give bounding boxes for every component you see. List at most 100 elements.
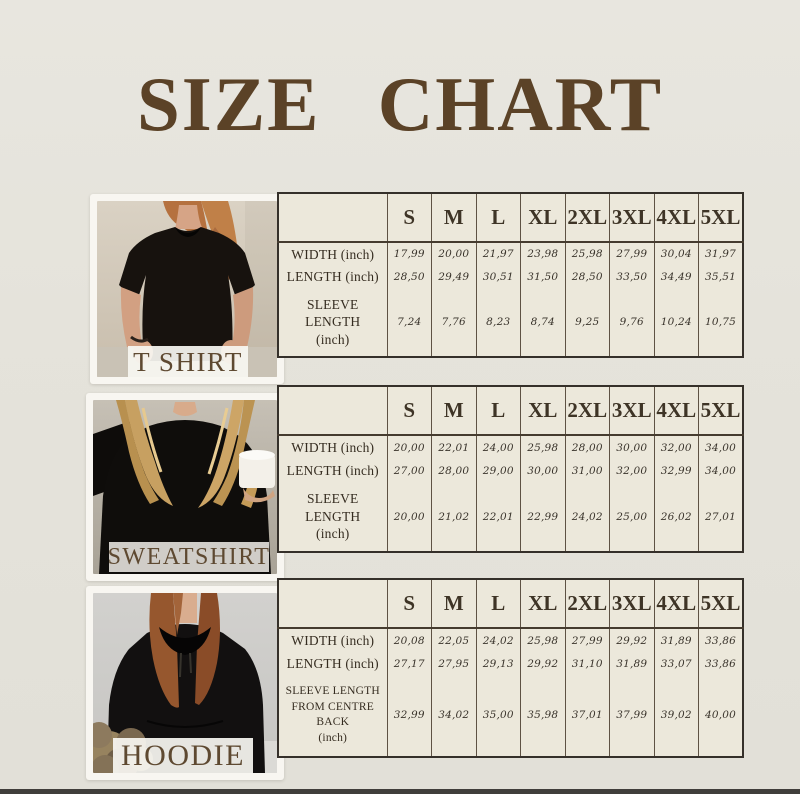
measurement-value: 30,04 (653, 242, 699, 266)
hand (243, 488, 275, 503)
measurement-value: 24,02 (475, 628, 521, 653)
size-column-header: 2XL (564, 386, 610, 436)
size-column-header: S (386, 386, 432, 436)
measurement-value: 32,99 (386, 674, 432, 757)
size-column-header: 3XL (609, 579, 654, 629)
measurement-value: 40,00 (698, 674, 743, 757)
measurement-value: 29,00 (475, 459, 521, 483)
measurement-row-label: SLEEVE LENGTH (inch) (305, 296, 361, 347)
measurement-value: 30,51 (475, 265, 521, 289)
measurement-row-label: SLEEVE LENGTH FROM CENTRE BACK (inch) (285, 685, 380, 744)
hood-and-drawstring (146, 627, 224, 728)
measurement-value: 27,99 (609, 242, 654, 266)
measurement-value: 7,76 (431, 288, 476, 357)
measurement-value: 27,00 (386, 459, 432, 483)
size-column-header: 3XL (609, 386, 654, 436)
measurement-value: 30,00 (520, 459, 565, 483)
measurement-value: 21,02 (431, 482, 476, 552)
tshirt-label: T SHIRT (128, 346, 248, 379)
measurement-value: 25,98 (520, 435, 565, 460)
size-column-header: L (475, 193, 521, 243)
measurement-value: 22,01 (475, 482, 521, 552)
measurement-value: 28,50 (564, 265, 610, 289)
measurement-value: 29,13 (475, 652, 521, 675)
tshirt-size-table: S M L XL 2XL 3XL 4XL 5XL WIDTH (inch) 17,99 20,00 2… (277, 192, 744, 358)
measurement-value: 22,99 (520, 482, 565, 552)
measurement-value: 29,92 (609, 628, 654, 653)
measurement-value: 29,92 (520, 652, 565, 675)
measurement-value: 35,98 (520, 674, 565, 757)
measurement-value: 28,00 (431, 459, 476, 483)
size-column-header: XL (520, 193, 565, 243)
size-column-header: 4XL (653, 193, 699, 243)
size-column-header: M (431, 193, 476, 243)
measurement-value: 20,00 (386, 482, 432, 552)
size-column-header: 4XL (653, 579, 699, 629)
measurement-row-label: LENGTH (inch) (286, 269, 379, 285)
measurement-value: 23,98 (520, 242, 565, 266)
tshirt-photo-card: T SHIRT (90, 194, 284, 384)
measurement-value: 32,00 (609, 459, 654, 483)
model-neck (173, 402, 197, 416)
size-column-header: M (431, 579, 476, 629)
measurement-value: 35,00 (475, 674, 521, 757)
size-column-header: 5XL (698, 386, 743, 436)
measurement-value: 30,00 (609, 435, 654, 460)
measurement-value: 37,99 (609, 674, 654, 757)
measurement-row-label: LENGTH (inch) (286, 462, 379, 478)
measurement-value: 32,99 (653, 459, 699, 483)
measurement-value: 35,51 (698, 265, 743, 289)
measurement-value: 25,98 (564, 242, 610, 266)
bottom-edge-bar (0, 789, 800, 794)
measurement-value: 33,07 (653, 652, 699, 675)
measurement-value: 33,86 (698, 628, 743, 653)
measurement-value: 20,08 (386, 628, 432, 653)
size-column-header: S (386, 193, 432, 243)
measurement-value: 10,75 (698, 288, 743, 357)
measurement-value: 17,99 (386, 242, 432, 266)
measurement-value: 26,02 (653, 482, 699, 552)
measurement-value: 21,97 (475, 242, 521, 266)
measurement-value: 24,02 (564, 482, 610, 552)
measurement-value: 28,50 (386, 265, 432, 289)
hoodie-label: HOODIE (113, 738, 253, 773)
table-corner-cell (278, 386, 387, 436)
page-title: SIZE CHART (136, 60, 664, 147)
measurement-value: 33,86 (698, 652, 743, 675)
measurement-value: 34,02 (431, 674, 476, 757)
measurement-value: 25,98 (520, 628, 565, 653)
measurement-value: 9,25 (564, 288, 610, 357)
measurement-row-label: WIDTH (inch) (291, 246, 375, 262)
size-column-header: L (475, 579, 521, 629)
measurement-value: 34,00 (698, 459, 743, 483)
table-corner-cell (278, 193, 387, 243)
table-corner-cell (278, 579, 387, 629)
measurement-row-label: WIDTH (inch) (291, 439, 375, 455)
measurement-value: 10,24 (653, 288, 699, 357)
size-column-header: 3XL (609, 193, 654, 243)
sweatshirt-label: SWEATSHIRT (108, 542, 269, 572)
measurement-value: 34,00 (698, 435, 743, 460)
measurement-value: 24,00 (475, 435, 521, 460)
measurement-value: 8,23 (475, 288, 521, 357)
model-neck (175, 205, 203, 229)
size-column-header: 2XL (564, 193, 610, 243)
measurement-value: 27,01 (698, 482, 743, 552)
measurement-value: 27,17 (386, 652, 432, 675)
measurement-value: 34,49 (653, 265, 699, 289)
black-tshirt (119, 227, 255, 361)
size-column-header: XL (520, 386, 565, 436)
measurement-value: 9,76 (609, 288, 654, 357)
measurement-value: 7,24 (386, 288, 432, 357)
size-column-header: 4XL (653, 386, 699, 436)
measurement-value: 33,50 (609, 265, 654, 289)
size-column-header: 2XL (564, 579, 610, 629)
measurement-value: 31,97 (698, 242, 743, 266)
size-column-header: 5XL (698, 193, 743, 243)
measurement-value: 32,00 (653, 435, 699, 460)
size-column-header: M (431, 386, 476, 436)
measurement-value: 8,74 (520, 288, 565, 357)
size-column-header: L (475, 386, 521, 436)
size-column-header: S (386, 579, 432, 629)
